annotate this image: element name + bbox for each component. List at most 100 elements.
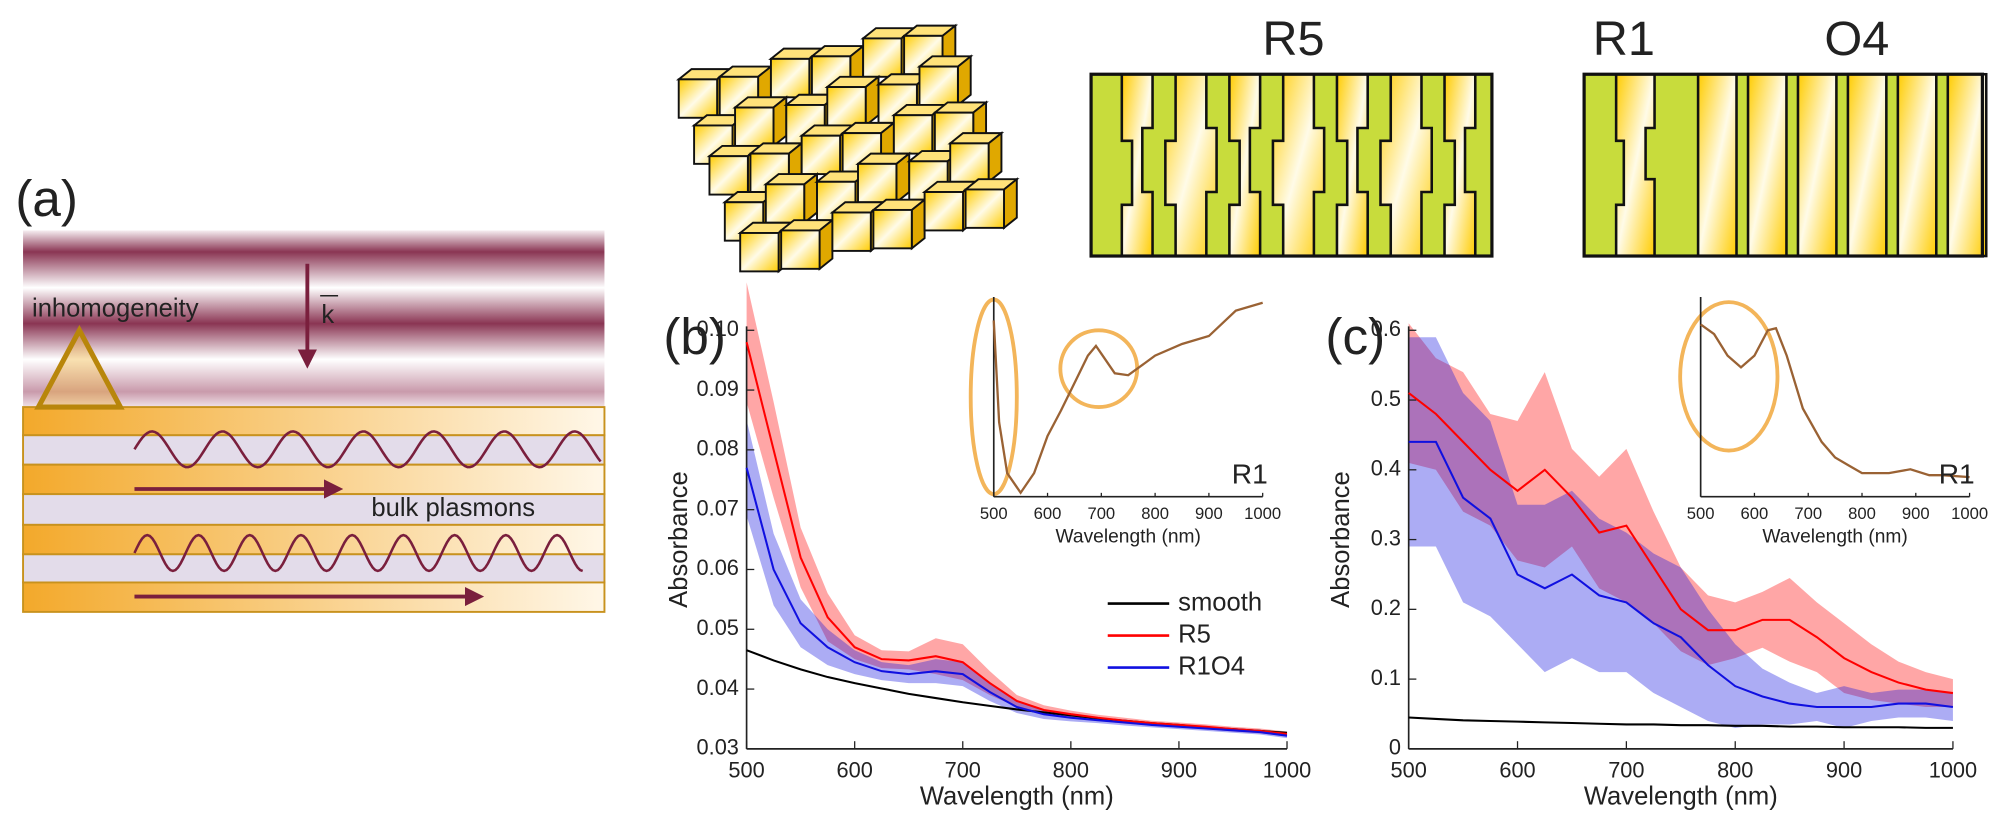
legend-label: smooth <box>1178 588 1262 616</box>
cube-face <box>964 188 1005 229</box>
series-line <box>1408 440 1954 709</box>
structure-r1o4 <box>1582 72 1988 258</box>
x-tick-label: 600 <box>837 758 873 783</box>
y-tick-label: 0.09 <box>697 376 739 401</box>
y-tick-label: 0.08 <box>697 436 739 461</box>
y-tick-label: 0.4 <box>1371 456 1401 481</box>
y-tick-label: 0.6 <box>1371 316 1401 341</box>
x-tick-label: 800 <box>1141 504 1169 523</box>
cube-face <box>862 37 903 78</box>
legend-label: R5 <box>1178 620 1211 648</box>
diagram-label: k <box>321 301 334 329</box>
x-tick-label: 800 <box>1053 758 1089 783</box>
cube-face <box>800 134 842 176</box>
legend-label: R1O4 <box>1178 652 1245 680</box>
y-tick-label: 0.2 <box>1371 595 1401 620</box>
x-tick-label: 800 <box>1717 758 1753 783</box>
y-tick-label: 0.05 <box>697 615 739 640</box>
series-line <box>745 341 1288 735</box>
strip <box>1796 72 1838 258</box>
strip <box>1746 72 1788 258</box>
diagram-label: inhomogeneity <box>32 295 199 323</box>
cube-face <box>769 57 811 99</box>
x-tick-label: 700 <box>1794 504 1822 523</box>
inhomogeneity-triangle <box>34 324 125 410</box>
annotation: R1 <box>1939 459 1975 490</box>
structure-label: O4 <box>1824 12 1889 66</box>
series-line <box>1699 323 1970 479</box>
x-tick-label: 700 <box>945 758 981 783</box>
cube-face <box>831 211 872 252</box>
error-band <box>746 419 1288 739</box>
x-tick-label: 900 <box>1826 758 1862 783</box>
series-line <box>992 301 1264 495</box>
cube-face <box>764 183 806 224</box>
chart: 500 600 700 800 900 1000 0.03 0.04 0.05 0.06 0.07 0… <box>663 282 1311 810</box>
structure-label: R5 <box>1262 12 1324 66</box>
panel-label: (a) <box>15 170 78 227</box>
x-tick-label: 600 <box>1741 504 1769 523</box>
y-tick-label: 0.5 <box>1371 386 1401 411</box>
strip <box>1896 72 1938 258</box>
series-line <box>1408 716 1953 729</box>
x-tick-label: 500 <box>980 504 1008 523</box>
strip <box>1846 72 1888 258</box>
cube-face <box>677 78 719 119</box>
y-tick-label: 0.06 <box>697 555 739 580</box>
x-axis-label: Wavelength (nm) <box>920 782 1114 810</box>
y-tick-label: 0.10 <box>697 316 739 341</box>
structure-label: R1 <box>1593 12 1655 66</box>
x-tick-label: 900 <box>1161 758 1197 783</box>
chart: 500 600 700 800 900 1000 Wavelength (nm) R1 <box>980 296 1281 548</box>
x-tick-label: 500 <box>728 758 764 783</box>
cube-face <box>872 208 913 250</box>
diagram-label: bulk plasmons <box>371 494 535 522</box>
x-tick-label: 600 <box>1499 758 1535 783</box>
y-tick-label: 0.07 <box>697 495 739 520</box>
cube-face <box>739 232 780 273</box>
chart: 500 600 700 800 900 1000 Wavelength (nm) R1 <box>1687 296 1988 548</box>
cube-face <box>918 65 959 106</box>
panel-label: (b) <box>663 308 726 365</box>
x-tick-label: 1000 <box>1244 504 1281 523</box>
strip <box>1946 72 1988 258</box>
x-axis-label: Wavelength (nm) <box>1584 782 1778 810</box>
cube-face <box>892 114 934 155</box>
cube-face <box>708 155 749 196</box>
chart: 500 600 700 800 900 1000 0 0.1 0.2 0.3 0.4 0.5 0.6 Wa… <box>1325 308 1977 810</box>
series-line <box>745 467 1288 737</box>
structure-r5 <box>1089 72 1494 258</box>
error-band <box>1408 323 1953 708</box>
cube-face <box>734 106 775 147</box>
panel-label: (c) <box>1325 308 1385 365</box>
x-tick-label: 1000 <box>1929 758 1977 783</box>
cube-cluster <box>675 23 1020 274</box>
cube-face <box>780 229 821 270</box>
cube-face <box>857 162 898 204</box>
x-tick-label: 800 <box>1848 504 1876 523</box>
x-tick-label: 500 <box>1687 504 1715 523</box>
x-tick-label: 700 <box>1608 758 1644 783</box>
x-tick-label: 500 <box>1391 758 1427 783</box>
y-tick-label: 0 <box>1389 735 1401 760</box>
series-line <box>1408 392 1954 695</box>
y-axis-label: Absorbance <box>665 471 693 608</box>
y-tick-label: 0.1 <box>1371 665 1401 690</box>
x-tick-label: 700 <box>1087 504 1115 523</box>
y-axis-label: Absorbance <box>1327 471 1355 608</box>
panel-a: (a) inhomogeneity k bulk plasmons <box>15 170 606 613</box>
strip <box>1696 72 1738 258</box>
y-tick-label: 0.03 <box>697 735 739 760</box>
error-band <box>1408 337 1953 728</box>
cube-face <box>826 86 867 127</box>
wave <box>133 533 584 573</box>
x-tick-label: 1000 <box>1951 504 1988 523</box>
x-tick-label: 600 <box>1034 504 1062 523</box>
annotation: R1 <box>1232 459 1268 490</box>
x-axis-label: Wavelength (nm) <box>1056 527 1201 548</box>
x-axis-label: Wavelength (nm) <box>1762 527 1907 548</box>
x-tick-label: 900 <box>1195 504 1223 523</box>
y-tick-label: 0.04 <box>697 675 739 700</box>
y-tick-label: 0.3 <box>1371 525 1401 550</box>
